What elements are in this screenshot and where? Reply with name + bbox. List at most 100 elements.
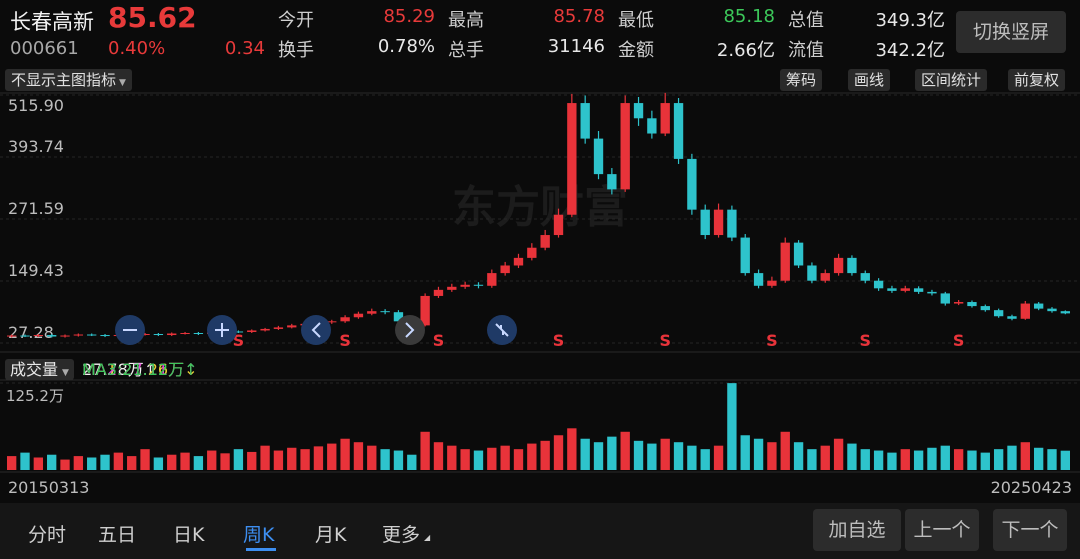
volume-bar: [100, 454, 110, 470]
stat-value: 0.78%: [377, 36, 435, 57]
candle-body: [33, 335, 44, 337]
volume-bar: [527, 443, 537, 470]
candle-body: [553, 214, 564, 236]
candle-body: [1060, 311, 1070, 314]
candle-body: [513, 257, 524, 266]
tab[interactable]: 五日: [98, 524, 137, 546]
candle-body: [527, 247, 537, 258]
icon: [495, 323, 502, 332]
volume-chart: 125.2万 20150313 20250423: [0, 382, 1080, 497]
tool-button[interactable]: 筹码: [780, 69, 823, 91]
candle-body: [980, 306, 990, 311]
volume-bar: [767, 442, 777, 470]
legend-entry: 27.78万↑: [81, 360, 158, 379]
tool-button[interactable]: 区间统计: [915, 69, 988, 91]
candle-body: [260, 328, 270, 331]
candle-body: [420, 295, 430, 326]
signal-label: S: [659, 331, 671, 350]
more-indicator: ◢: [424, 533, 431, 542]
volume-bar: [487, 447, 497, 470]
signal-label: S: [953, 331, 965, 350]
tab[interactable]: 日K: [173, 524, 205, 546]
candle-body: [607, 174, 617, 190]
volume-bar: [327, 443, 337, 470]
scroll-left-button[interactable]: [301, 315, 331, 345]
y-tick-label: 149.43: [8, 261, 64, 280]
dropdown-arrow: ▼: [62, 368, 69, 378]
candle-body: [287, 325, 297, 328]
candle-body: [793, 242, 804, 266]
tool-button[interactable]: 画线: [848, 69, 891, 91]
nav-button[interactable]: 下一个: [993, 509, 1067, 551]
volume-bar: [833, 438, 844, 470]
scroll-right-button[interactable]: [395, 315, 425, 345]
volume-bar: [500, 445, 510, 470]
stat-value: 2.66亿: [716, 40, 775, 61]
stat-value: 85.18: [723, 6, 775, 27]
indicator-menu[interactable]: 不显示主图指标 ▼: [5, 69, 132, 91]
candle-body: [847, 257, 857, 274]
candle-body: [633, 103, 644, 119]
candle-body: [380, 311, 390, 313]
candle-body: [73, 334, 84, 336]
volume-bar: [73, 456, 84, 470]
legend-entry: MA3:21.12万↑: [81, 360, 198, 379]
candle-body: [807, 265, 817, 281]
icon: [311, 322, 321, 338]
volume-bar: [407, 454, 417, 470]
volume-bar: [433, 442, 444, 470]
tab[interactable]: 更多: [382, 524, 421, 546]
volume-menu[interactable]: 成交量 ▼: [5, 359, 74, 380]
tab[interactable]: 月K: [315, 524, 347, 546]
legend-entry: MA1:27.26万↓: [81, 360, 198, 379]
candle-body: [233, 331, 244, 333]
stat-value: 31146: [547, 36, 605, 57]
stock-name: 长春高新: [10, 10, 94, 34]
tab[interactable]: 分时: [28, 524, 67, 546]
volume-bar: [260, 445, 270, 470]
candle-body: [860, 273, 870, 281]
nav-button[interactable]: 加自选: [813, 509, 901, 551]
stat-label: 换手: [278, 40, 314, 61]
volume-bar: [993, 449, 1004, 470]
volume-bar: [513, 449, 524, 470]
candle-body: [913, 288, 924, 292]
y-tick-label: 125.2万: [6, 387, 64, 405]
volume-bar: [727, 383, 737, 470]
volume-bar: [340, 438, 350, 470]
candle-body: [727, 209, 737, 238]
signal-label: S: [553, 331, 565, 350]
volume-bar: [447, 445, 457, 470]
volume-bar: [740, 435, 750, 470]
candle-body: [660, 103, 670, 134]
volume-bar: [460, 449, 470, 470]
price-chart: 27.28 149.43 271.59 393.74 515.90 S S S S S S S S: [0, 92, 1080, 350]
candle-body: [7, 335, 17, 337]
candle-body: [367, 311, 377, 314]
candle-body: [433, 289, 444, 296]
dropdown-arrow: ▼: [119, 78, 126, 88]
candle-body: [273, 327, 284, 329]
watermark: 东方财富: [452, 182, 628, 233]
candle-body: [900, 288, 910, 291]
icon: [502, 328, 509, 337]
volume-bar: [687, 445, 697, 470]
orientation-button[interactable]: 切换竖屏: [956, 11, 1066, 53]
volume-bar: [367, 445, 377, 470]
candle-body: [167, 333, 177, 336]
signal-label: S: [433, 331, 445, 350]
tab[interactable]: 周K: [243, 524, 275, 546]
volume-bar: [567, 428, 577, 470]
volume-bar: [967, 450, 977, 470]
tool-button[interactable]: 前复权: [1008, 69, 1066, 91]
signal-label: S: [339, 331, 351, 350]
volume-bar: [700, 449, 710, 470]
candle-body: [887, 288, 897, 291]
volume-bar: [473, 450, 484, 470]
volume-bar: [633, 440, 644, 470]
volume-bar: [1033, 447, 1044, 470]
candle-body: [833, 257, 844, 274]
candle-body: [647, 118, 657, 134]
volume-bar: [940, 445, 950, 470]
nav-button[interactable]: 上一个: [905, 509, 979, 551]
